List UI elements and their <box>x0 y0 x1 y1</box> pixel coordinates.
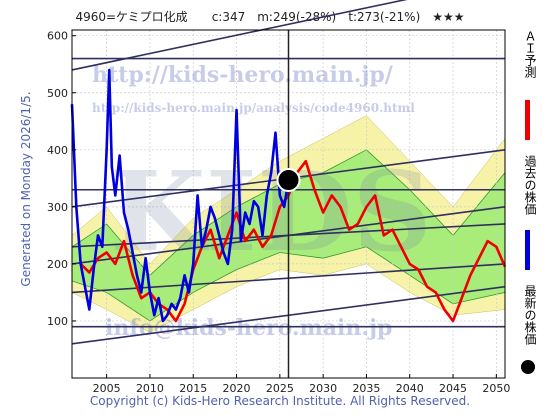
x-tick-label: 2015 <box>179 382 207 395</box>
watermark-url-analysis: http://kids-hero.main.jp/analysis/code49… <box>92 101 415 115</box>
watermark-url: http://kids-hero.main.jp/ <box>92 62 394 88</box>
series-line <box>70 68 290 323</box>
legend-swatch-past <box>525 230 530 270</box>
x-tick-label: 2050 <box>482 382 510 395</box>
legend: ＡＩ予測 過去の株価 最新の株価 <box>512 30 552 380</box>
x-tick-label: 2010 <box>136 382 164 395</box>
x-tick-label: 2035 <box>352 382 380 395</box>
y-tick-label: 400 <box>47 144 68 157</box>
x-tick-label: 2025 <box>266 382 294 395</box>
current-dot <box>276 168 301 193</box>
x-tick-label: 2045 <box>439 382 467 395</box>
watermark-email: info@kids-hero.main.jp <box>105 315 392 341</box>
trend-line <box>71 0 408 71</box>
axes: 2005 2010 2015 2020 2025 2030 2035 2040 2045 2050… <box>47 29 510 395</box>
y-tick-label: 500 <box>47 87 68 100</box>
x-tick-label: 2020 <box>223 382 251 395</box>
legend-label-ai: ＡＩ予測 <box>523 30 537 78</box>
y-tick-label: 300 <box>47 201 68 214</box>
x-tick-label: 2030 <box>309 382 337 395</box>
legend-swatch-ai <box>525 100 530 140</box>
chart-title: 4960=ケミプロ化成 c:347 m:249(-28%) t:273(-21%… <box>75 10 465 24</box>
legend-label-past: 過去の株価 <box>523 155 537 215</box>
current-price-marker <box>276 30 301 378</box>
generated-date-label: Generated on Monday 2026/1/5. <box>19 91 33 287</box>
legend-swatch-latest <box>521 360 535 374</box>
plot-frame <box>71 29 506 379</box>
y-tick-label: 200 <box>47 258 68 271</box>
copyright-footer: Copyright (c) Kids-Hero Research Institu… <box>89 394 471 408</box>
y-tick-label: 600 <box>47 30 68 43</box>
y-tick-label: 100 <box>47 315 68 328</box>
x-tick-label: 2005 <box>93 382 121 395</box>
legend-label-latest: 最新の株価 <box>523 285 537 345</box>
x-tick-label: 2040 <box>396 382 424 395</box>
